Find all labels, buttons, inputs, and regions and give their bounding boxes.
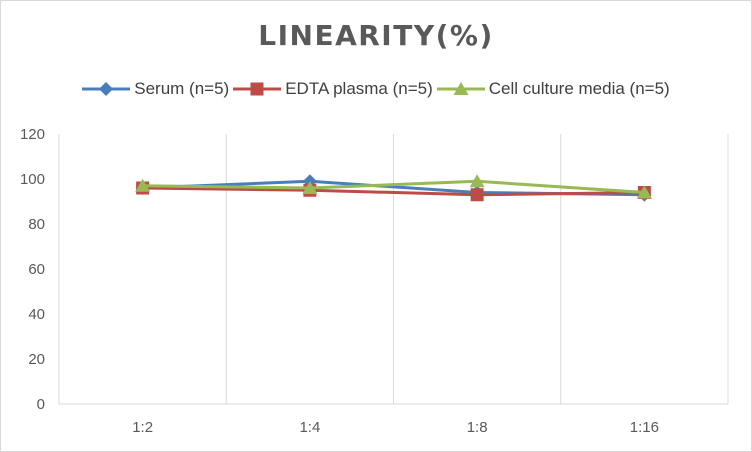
data-point-cell-culture	[302, 181, 318, 194]
legend-marker-cell-culture	[436, 82, 485, 95]
x-tick-label: 1:4	[299, 419, 320, 436]
data-point-cell-culture	[135, 178, 151, 192]
data-point-edta	[470, 188, 484, 202]
y-tick-label: 100	[20, 171, 45, 188]
data-point-cell-culture	[469, 174, 485, 188]
series-line-edta	[142, 186, 645, 197]
x-tick-label: 1:2	[132, 419, 153, 436]
data-point-cell-culture	[636, 185, 652, 199]
y-tick-label: 0	[37, 396, 45, 413]
y-tick-label: 120	[20, 126, 45, 143]
legend-label-serum: Serum (n=5)	[134, 79, 230, 98]
legend-label-edta: EDTA plasma (n=5)	[285, 79, 433, 98]
chart-title: LINEARITY(%)	[258, 19, 494, 52]
y-tick-label: 20	[28, 351, 45, 368]
x-tick-label: 1:8	[467, 419, 488, 436]
legend-label-cell-culture: Cell culture media (n=5)	[488, 79, 670, 98]
y-tick-label: 40	[28, 306, 45, 323]
legend-item-cell-culture: Cell culture media (n=5)	[436, 79, 670, 99]
legend-marker-serum	[82, 82, 131, 96]
legend-item-serum: Serum (n=5)	[82, 79, 229, 99]
y-tick-label: 60	[28, 261, 45, 278]
y-tick-label: 80	[28, 216, 45, 233]
chart-legend: Serum (n=5) EDTA plasma (n=5) Cell cultu…	[1, 79, 751, 99]
legend-marker-edta	[233, 82, 282, 96]
legend-item-edta: EDTA plasma (n=5)	[233, 79, 433, 99]
series-line-cell-culture	[142, 179, 645, 194]
x-tick-label: 1:16	[630, 419, 659, 436]
